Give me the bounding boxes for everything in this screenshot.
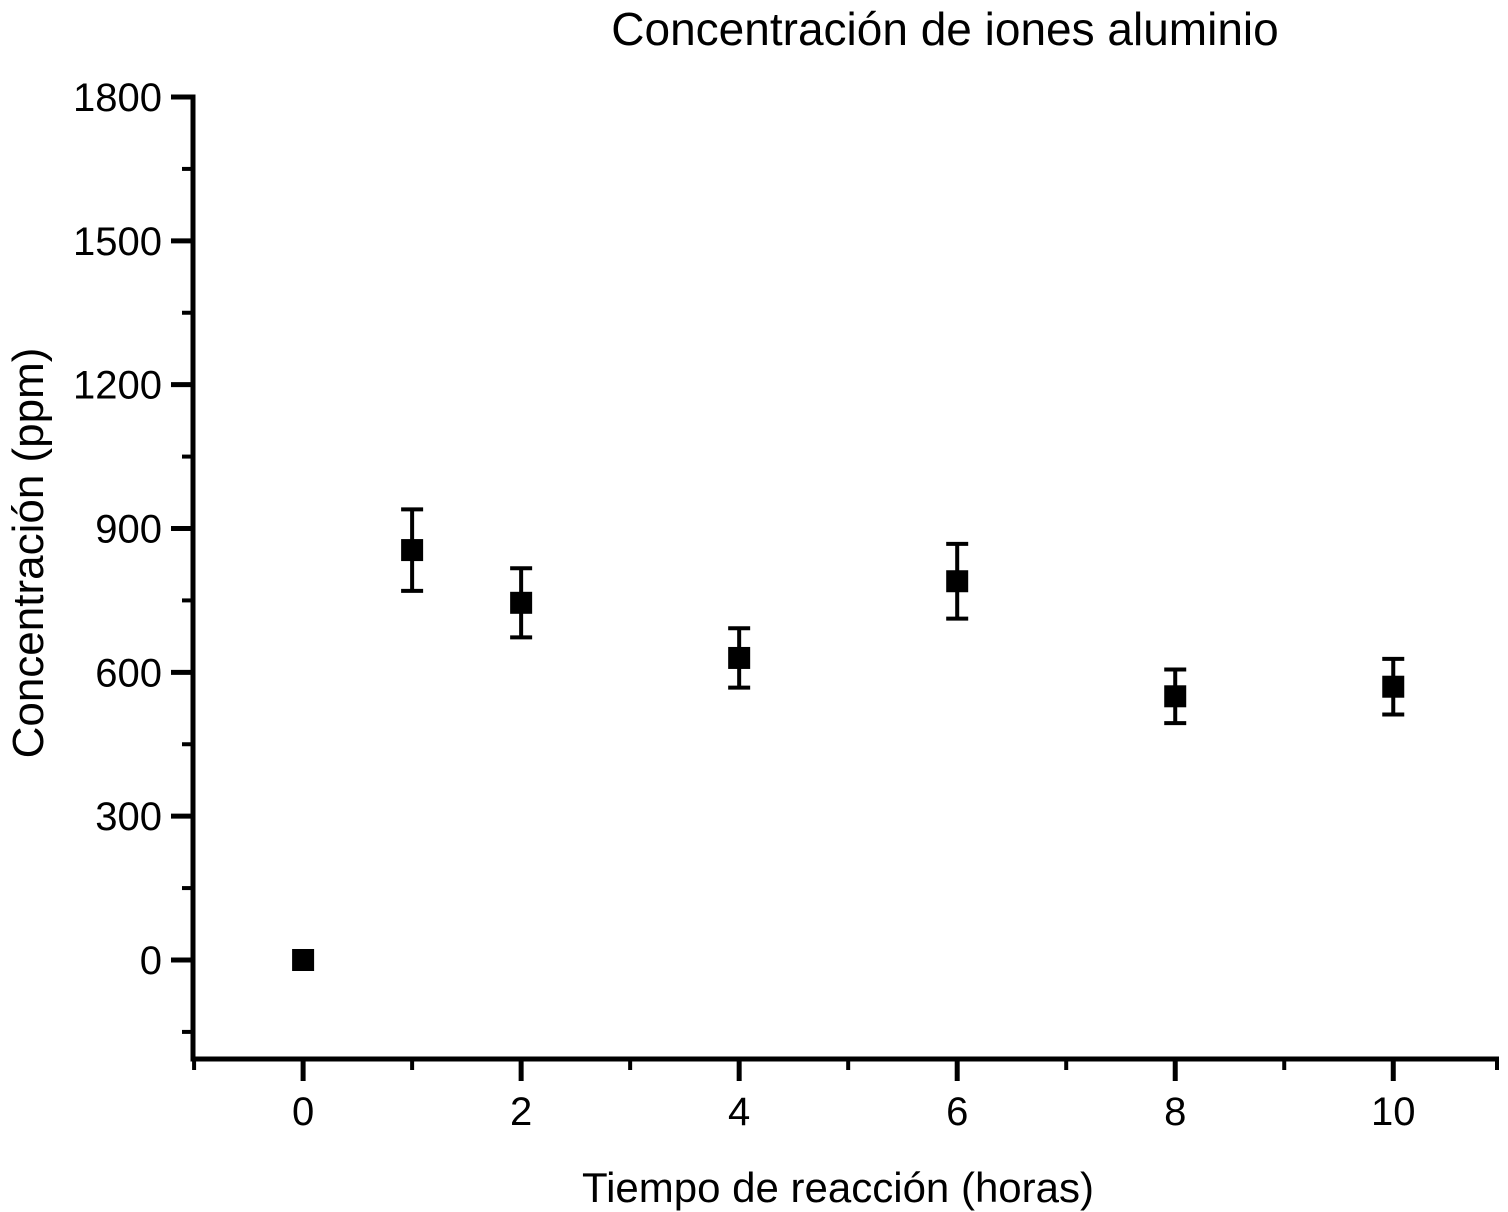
x-tick-label: 2 (510, 1090, 532, 1134)
x-tick-label: 10 (1371, 1090, 1416, 1134)
chart-title: Concentración de iones aluminio (611, 3, 1279, 55)
x-tick-label: 6 (946, 1090, 968, 1134)
data-point-marker (292, 948, 315, 971)
x-axis-title: Tiempo de reacción (horas) (582, 1164, 1094, 1211)
x-tick-label: 0 (292, 1090, 314, 1134)
data-point-marker (728, 646, 751, 669)
x-tick-label: 4 (728, 1090, 750, 1134)
y-tick-label: 1200 (73, 364, 162, 408)
data-point-marker (401, 539, 424, 562)
data-point-marker (1164, 685, 1187, 708)
data-point-marker (1382, 675, 1405, 698)
y-tick-label: 0 (140, 939, 162, 983)
data-point-marker (510, 591, 533, 614)
y-tick-label: 300 (95, 795, 162, 839)
y-axis-title: Concentración (ppm) (4, 347, 53, 759)
data-point-marker (946, 570, 969, 593)
y-tick-label: 600 (95, 651, 162, 695)
x-tick-label: 8 (1164, 1090, 1186, 1134)
y-tick-label: 1500 (73, 220, 162, 264)
y-tick-label: 900 (95, 507, 162, 551)
y-tick-label: 1800 (73, 76, 162, 120)
